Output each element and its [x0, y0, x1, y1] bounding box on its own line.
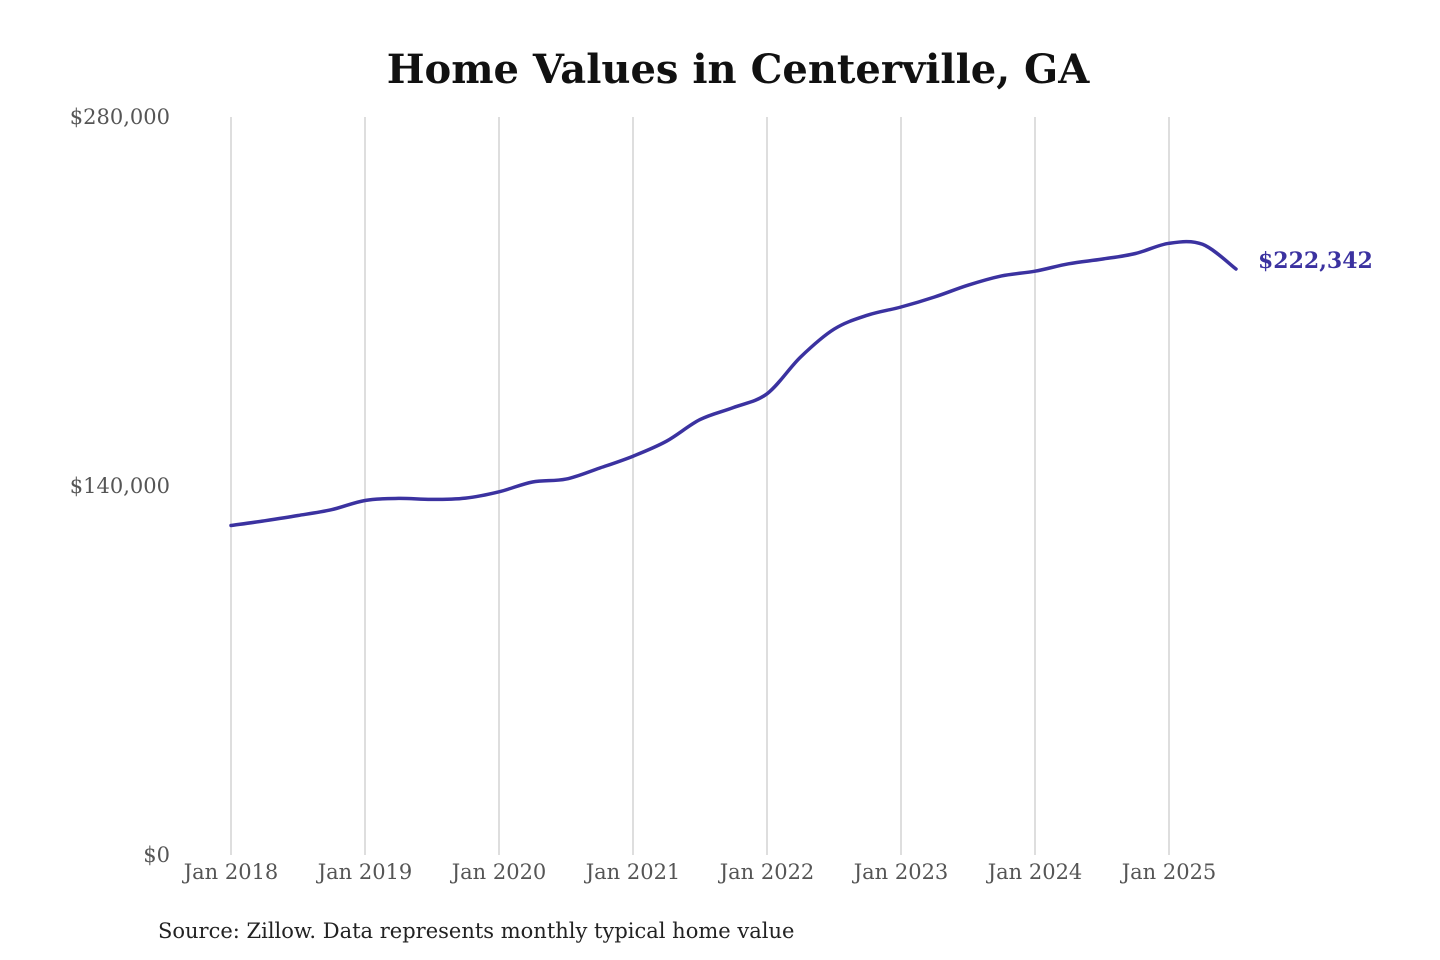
x-tick-label: Jan 2019	[316, 860, 413, 884]
y-axis-tick-labels: $280,000 $140,000 $0	[70, 105, 170, 867]
vertical-gridlines	[230, 117, 1170, 855]
y-tick-label: $0	[143, 843, 170, 867]
x-tick-label: Jan 2020	[450, 860, 547, 884]
x-axis-tick-labels: Jan 2018 Jan 2019 Jan 2020 Jan 2021 Jan 2022…	[182, 860, 1217, 884]
x-tick-label: Jan 2022	[718, 860, 815, 884]
latest-value-label: $222,342	[1258, 248, 1373, 274]
x-tick-label: Jan 2025	[1120, 860, 1217, 884]
source-note: Source: Zillow. Data represents monthly …	[158, 919, 794, 943]
y-tick-label: $140,000	[70, 474, 170, 498]
x-tick-label: Jan 2024	[986, 860, 1083, 884]
y-tick-label: $280,000	[70, 105, 170, 129]
x-tick-label: Jan 2018	[182, 860, 279, 884]
chart-title: Home Values in Centerville, GA	[387, 46, 1090, 93]
x-tick-label: Jan 2021	[584, 860, 681, 884]
x-tick-label: Jan 2023	[852, 860, 949, 884]
home-value-line	[229, 239, 1238, 528]
